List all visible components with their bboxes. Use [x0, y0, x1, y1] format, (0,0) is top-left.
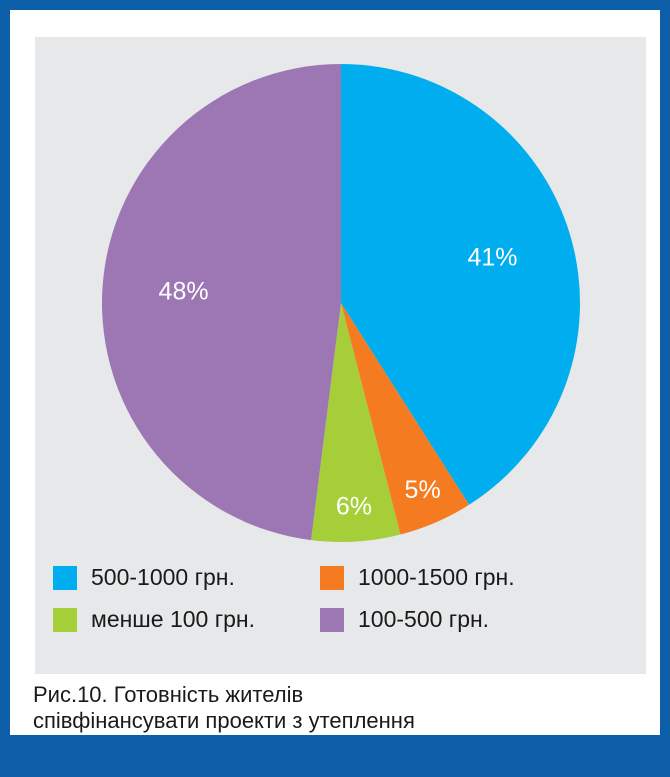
legend-label-100-500: 100-500 грн. [358, 606, 490, 632]
pie-slice-under-100 [311, 303, 401, 542]
pie-slice-1000-1500 [341, 303, 470, 535]
caption-line-1: Рис.10. Готовність жителів [33, 682, 304, 707]
figure-body: 41% 5% 6% 48% 500-1000 грн. 1000-1500 грн. … [10, 10, 660, 735]
pie-chart: 41% 5% 6% 48% [101, 64, 580, 542]
pie-label-100-500: 48% [159, 278, 209, 306]
legend-swatch-1000-1500 [320, 565, 344, 590]
legend-item-100-500: 100-500 грн. [320, 606, 489, 633]
caption-line-2: співфінансувати проекти з утеплення [33, 708, 415, 733]
legend-label-under-100: менше 100 грн. [91, 606, 255, 632]
pie-slice-500-1000 [341, 64, 580, 505]
legend-item-under-100: менше 100 грн. [53, 606, 255, 633]
legend-label-1000-1500: 1000-1500 грн. [358, 564, 515, 590]
legend-swatch-500-1000 [53, 565, 77, 590]
legend-label-500-1000: 500-1000 грн. [91, 564, 235, 590]
legend-item-1000-1500: 1000-1500 грн. [320, 564, 515, 591]
legend-item-500-1000: 500-1000 грн. [53, 564, 235, 591]
pie-label-500-1000: 41% [467, 244, 517, 272]
figure-caption: Рис.10. Готовність жителів співфінансува… [33, 682, 653, 734]
legend-swatch-100-500 [320, 607, 344, 632]
pie-label-1000-1500: 5% [405, 476, 441, 504]
legend-swatch-under-100 [53, 607, 77, 632]
pie-label-under-100: 6% [336, 493, 372, 521]
pie-slice-100-500 [101, 64, 341, 541]
chart-area: 41% 5% 6% 48% 500-1000 грн. 1000-1500 грн. … [35, 37, 646, 674]
